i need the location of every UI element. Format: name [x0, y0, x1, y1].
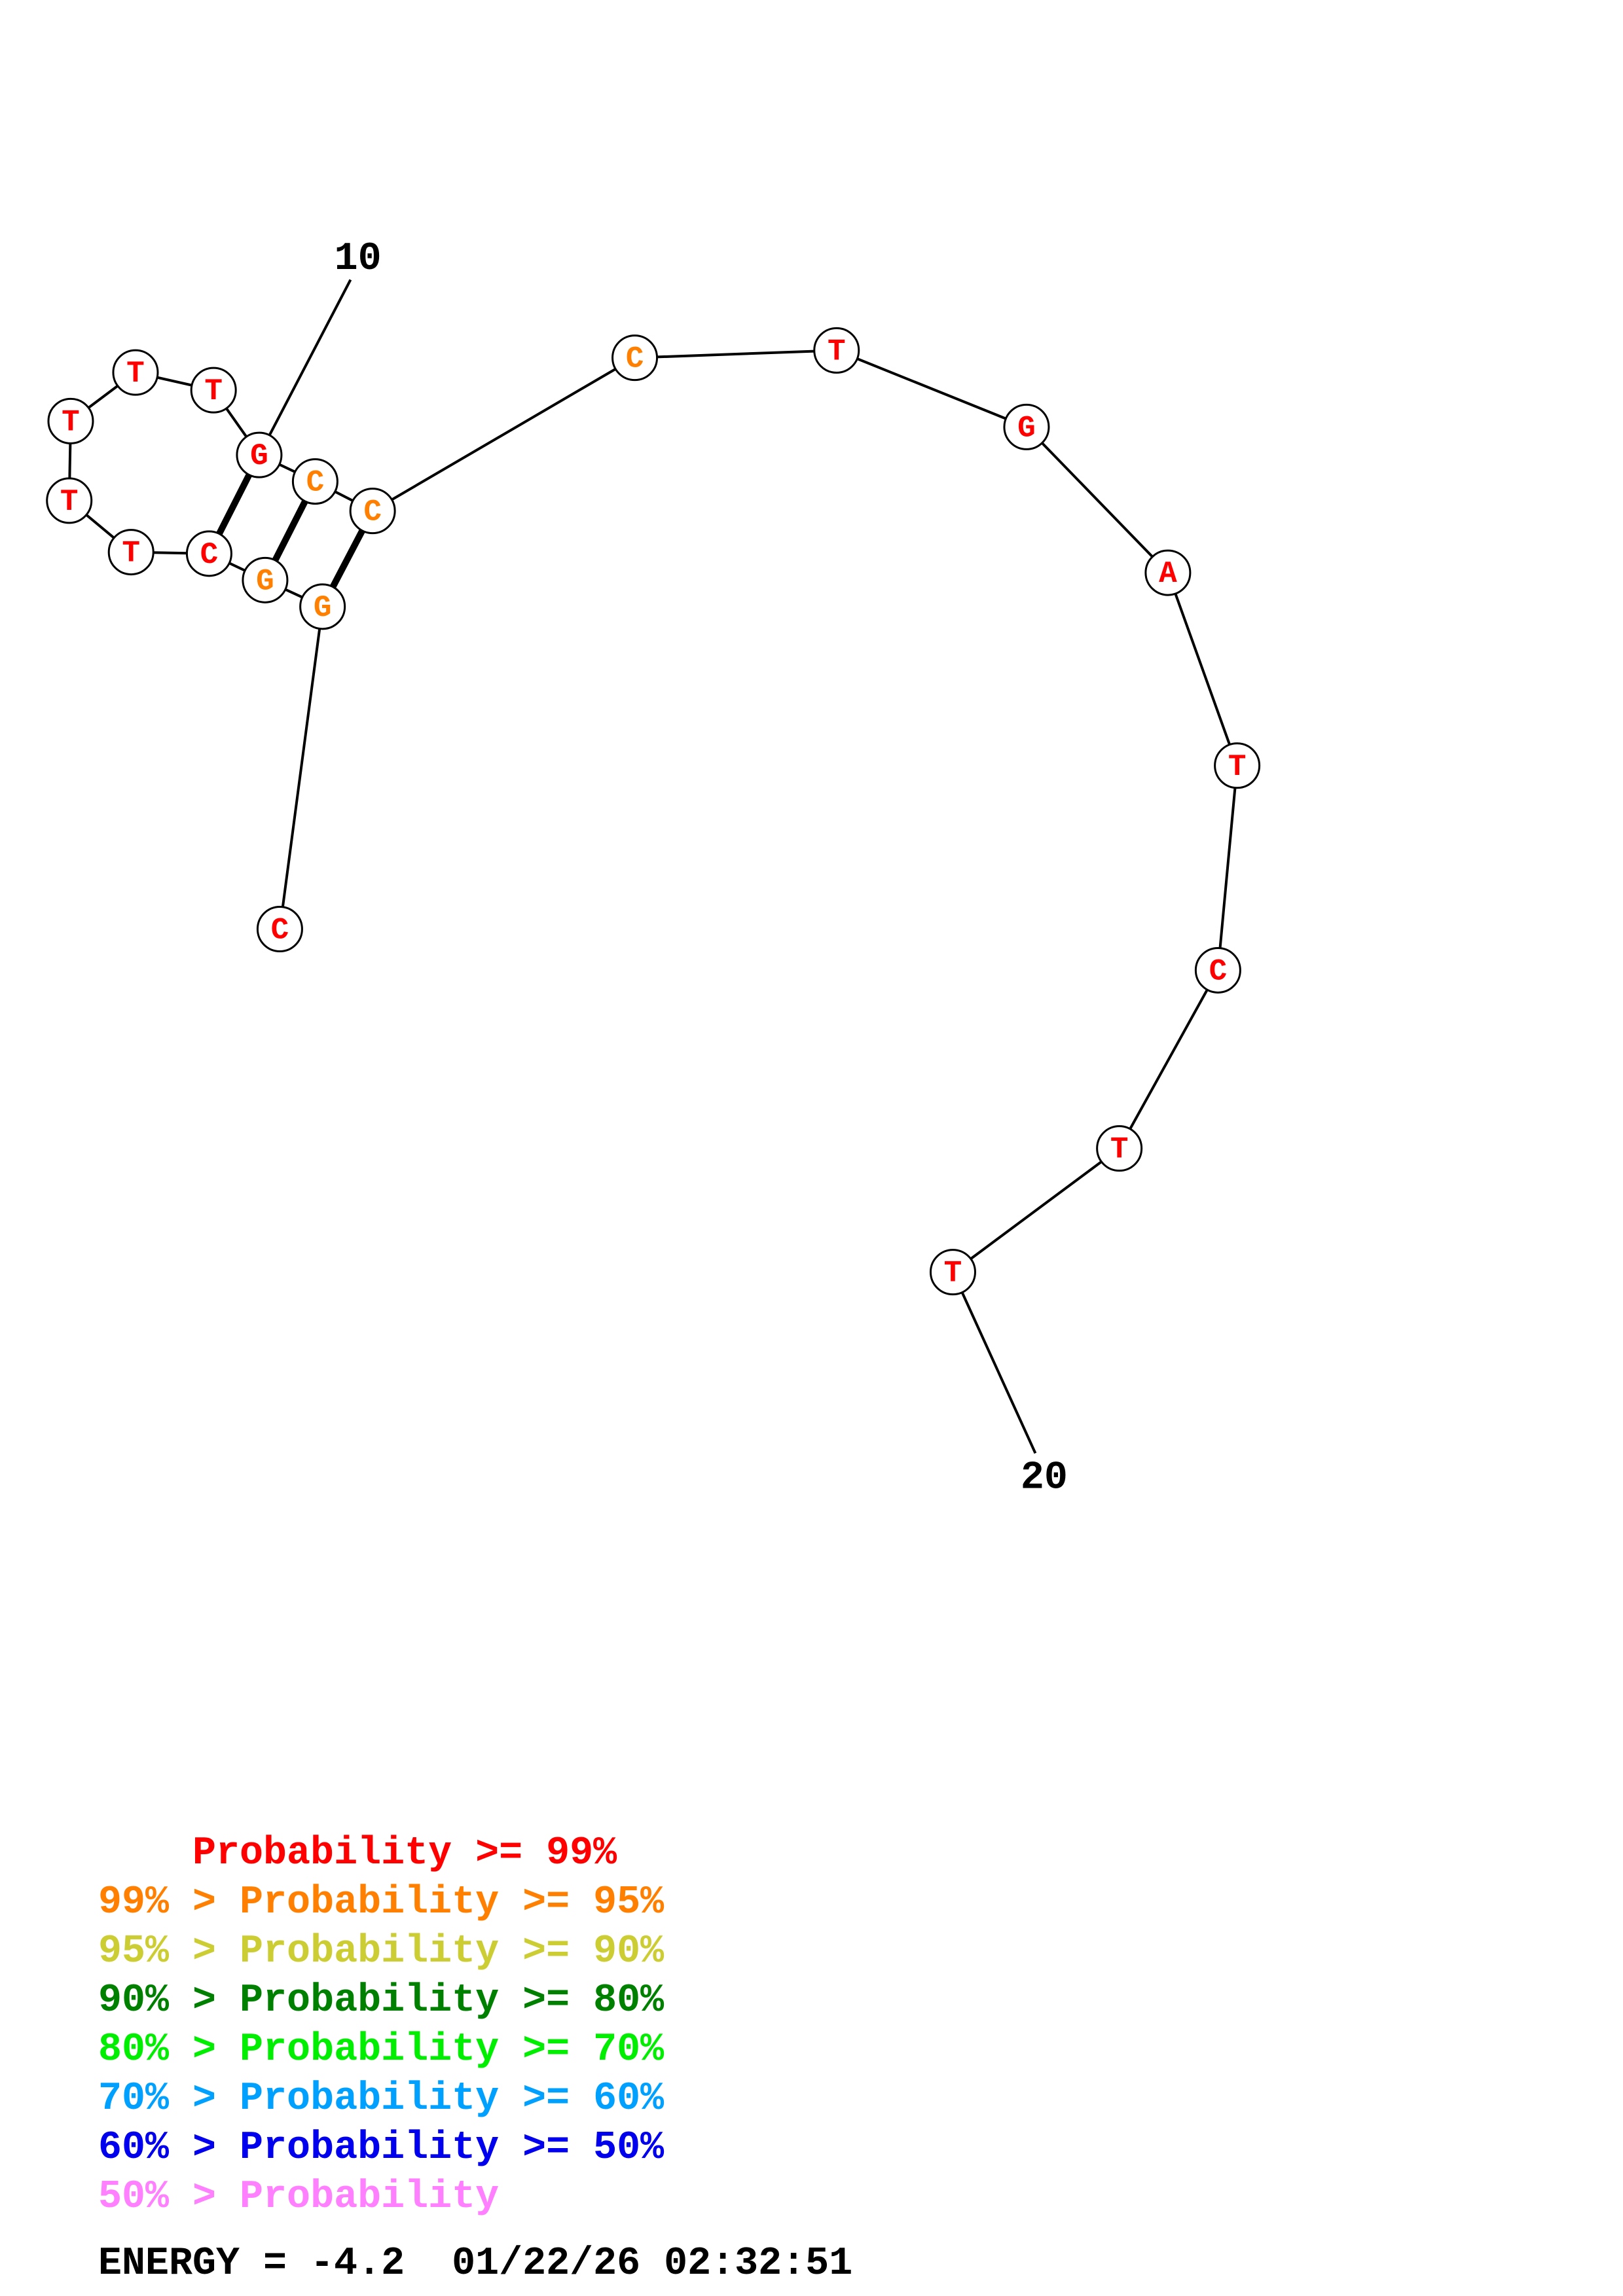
- position-label-lines: [258, 279, 1037, 1454]
- base-node: T: [1096, 1125, 1143, 1172]
- position-label-line: [951, 1271, 1037, 1454]
- position-label-10: 10: [335, 237, 382, 281]
- base-node: C: [349, 488, 396, 535]
- base-letter: G: [256, 564, 274, 598]
- legend-row-below-50: 50% > Probability: [98, 2175, 500, 2219]
- backbone-link: [1025, 425, 1169, 574]
- energy-value: ENERGY = -4.2: [98, 2242, 405, 2286]
- base-circle: [236, 431, 283, 478]
- backbone-link: [1167, 572, 1239, 766]
- base-node: T: [112, 349, 159, 396]
- base-node: C: [291, 458, 338, 505]
- backbone-link: [1216, 765, 1239, 971]
- base-node: G: [299, 583, 346, 630]
- base-circle: [1194, 946, 1241, 994]
- base-circle: [47, 397, 94, 444]
- legend-row-80: 90% > Probability >= 80%: [98, 1979, 665, 2023]
- base-letter: A: [1159, 557, 1177, 591]
- base-node: G: [242, 556, 289, 603]
- base-letter: T: [1110, 1133, 1129, 1167]
- base-letter: T: [204, 374, 223, 408]
- base-node: T: [813, 327, 860, 374]
- base-letter: G: [250, 439, 268, 473]
- base-circle: [190, 367, 237, 414]
- probability-legend: Probability >= 99% 99% > Probability >= …: [98, 1829, 664, 2222]
- base-node: G: [236, 431, 283, 478]
- base-node: G: [1003, 403, 1050, 450]
- base-letter: C: [1209, 954, 1228, 988]
- base-letter: C: [363, 495, 382, 529]
- base-letter: G: [1017, 411, 1036, 445]
- energy-footer: ENERGY = -4.2 01/22/26 02:32:51: [98, 2242, 852, 2286]
- base-node: T: [46, 477, 93, 524]
- base-circle: [813, 327, 860, 374]
- base-circle: [291, 458, 338, 505]
- backbone-link: [634, 349, 837, 359]
- base-letter: T: [828, 334, 846, 368]
- base-node: C: [611, 334, 659, 382]
- backbone-link: [952, 1147, 1120, 1274]
- position-label-line: [258, 279, 352, 456]
- backbone-link: [1118, 969, 1220, 1149]
- base-letter: T: [126, 357, 145, 391]
- base-pair-lines: [206, 453, 376, 609]
- base-circle: [299, 583, 346, 630]
- position-label-20: 20: [1021, 1456, 1068, 1501]
- legend-row-99: Probability >= 99%: [192, 1831, 617, 1876]
- base-node: C: [185, 530, 232, 577]
- base-node: T: [929, 1249, 976, 1296]
- legend-row-50: 60% > Probability >= 50%: [98, 2126, 665, 2170]
- base-circle: [112, 349, 159, 396]
- base-letter: C: [626, 342, 644, 376]
- base-circle: [349, 488, 396, 535]
- base-circle: [929, 1249, 976, 1296]
- base-circle: [107, 529, 155, 576]
- base-node: T: [190, 367, 237, 414]
- backbone-link: [278, 606, 324, 929]
- legend-row-90: 95% > Probability >= 90%: [98, 1929, 665, 1974]
- base-circle: [1096, 1125, 1143, 1172]
- base-circle: [1003, 403, 1050, 450]
- backbone-link: [372, 356, 636, 512]
- base-letter: T: [944, 1257, 962, 1291]
- legend-row-95: 99% > Probability >= 95%: [98, 1880, 665, 1925]
- base-letter: G: [314, 591, 332, 625]
- base-letter: C: [200, 538, 219, 572]
- legend-row-70: 80% > Probability >= 70%: [98, 2028, 665, 2072]
- base-node: C: [256, 905, 303, 952]
- base-letter: C: [306, 466, 325, 500]
- base-node: T: [107, 529, 155, 576]
- base-letter: T: [1228, 750, 1247, 784]
- timestamp: 01/22/26 02:32:51: [452, 2242, 853, 2286]
- position-labels: 10 20: [335, 237, 1068, 1501]
- base-circle: [242, 556, 289, 603]
- base-circle: [1144, 549, 1192, 596]
- base-letter: C: [271, 913, 289, 947]
- base-circle: [256, 905, 303, 952]
- base-circle: [46, 477, 93, 524]
- base-circle: [611, 334, 659, 382]
- base-circle: [1214, 742, 1261, 789]
- base-node: T: [47, 397, 94, 444]
- base-circle: [185, 530, 232, 577]
- base-letter: T: [122, 537, 140, 571]
- legend-row-60: 70% > Probability >= 60%: [98, 2077, 665, 2121]
- base-node: C: [1194, 946, 1241, 994]
- base-node: A: [1144, 549, 1192, 596]
- backbone-link: [835, 349, 1027, 429]
- base-letter: T: [62, 405, 80, 439]
- base-letter: T: [60, 485, 79, 519]
- base-node: T: [1214, 742, 1261, 789]
